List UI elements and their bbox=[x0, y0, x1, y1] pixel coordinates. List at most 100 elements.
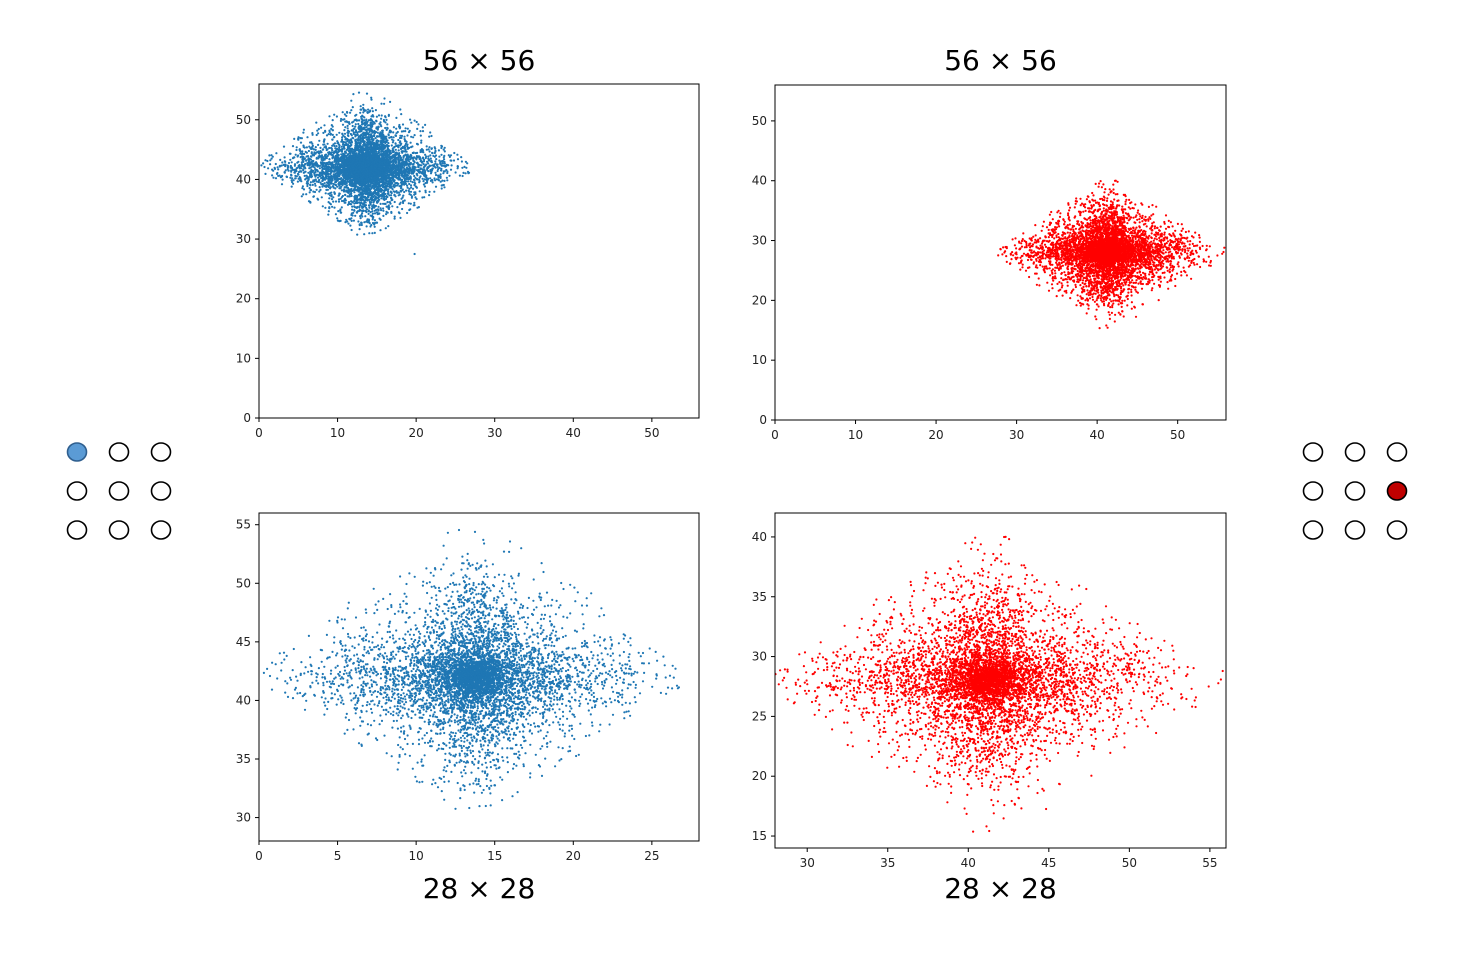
scatter-point bbox=[296, 180, 299, 183]
scatter-point bbox=[330, 164, 333, 167]
scatter-point bbox=[359, 217, 362, 220]
scatter-point bbox=[373, 142, 376, 145]
scatter-point bbox=[434, 171, 437, 174]
scatter-point bbox=[302, 145, 305, 149]
scatter-point bbox=[449, 168, 453, 171]
scatter-point bbox=[352, 127, 355, 130]
scatter-point bbox=[390, 144, 393, 147]
scatter-point bbox=[287, 165, 290, 168]
scatter-point bbox=[408, 187, 411, 190]
scatter-point bbox=[388, 129, 392, 132]
scatter-point bbox=[327, 133, 330, 136]
scatter-point bbox=[448, 155, 451, 158]
scatter-point bbox=[415, 197, 418, 201]
scatter-point bbox=[314, 146, 317, 149]
scatter-point bbox=[386, 127, 389, 130]
scatter-point bbox=[394, 148, 397, 151]
scatter-point bbox=[350, 219, 353, 222]
scatter-point bbox=[353, 209, 356, 212]
scatter-point bbox=[294, 168, 297, 171]
scatter-point bbox=[407, 202, 410, 205]
scatter-point bbox=[417, 164, 420, 167]
scatter-point bbox=[310, 151, 313, 154]
scatter-point bbox=[449, 154, 453, 157]
scatter-point bbox=[395, 127, 398, 130]
scatter-point bbox=[269, 163, 272, 166]
scatter-point bbox=[371, 123, 374, 126]
scatter-point bbox=[409, 118, 412, 121]
scatter-point bbox=[344, 199, 347, 202]
scatter-point bbox=[318, 171, 321, 174]
scatter-point bbox=[260, 164, 263, 167]
scatter-point bbox=[427, 162, 430, 165]
scatter-point bbox=[333, 176, 336, 179]
scatter-point bbox=[379, 194, 382, 197]
scatter-point bbox=[331, 119, 334, 122]
scatter-point bbox=[318, 167, 321, 170]
scatter-point bbox=[356, 233, 359, 236]
scatter-point bbox=[359, 111, 362, 114]
scatter-point bbox=[384, 227, 387, 230]
scatter-point bbox=[309, 184, 312, 187]
scatter-point bbox=[387, 113, 390, 116]
scatter-point bbox=[408, 129, 411, 132]
scatter-point bbox=[348, 152, 352, 155]
scatter-point bbox=[429, 154, 432, 157]
scatter-point bbox=[406, 184, 409, 187]
scatter-point bbox=[376, 128, 379, 131]
scatter-point bbox=[271, 155, 274, 158]
scatter-point bbox=[415, 142, 419, 145]
scatter-point bbox=[324, 206, 327, 209]
scatter-point bbox=[427, 148, 430, 151]
scatter-point bbox=[348, 130, 351, 133]
scatter-point bbox=[403, 146, 406, 149]
scatter-point bbox=[386, 171, 390, 174]
scatter-point bbox=[356, 134, 359, 137]
scatter-point bbox=[354, 214, 357, 217]
scatter-point bbox=[371, 210, 374, 213]
scatter-point bbox=[364, 128, 367, 131]
scatter-point bbox=[397, 194, 400, 197]
scatter-point bbox=[440, 144, 443, 147]
scatter-point bbox=[397, 146, 400, 149]
scatter-point bbox=[328, 115, 331, 118]
scatter-point bbox=[406, 211, 409, 215]
scatter-point bbox=[390, 152, 393, 155]
scatter-point bbox=[381, 129, 384, 132]
scatter-point bbox=[413, 161, 416, 164]
scatter-point bbox=[368, 206, 371, 209]
scatter-point bbox=[276, 166, 279, 169]
scatter-point bbox=[438, 155, 441, 158]
scatter-point bbox=[340, 196, 343, 199]
scatter-point bbox=[398, 141, 401, 144]
scatter-point bbox=[461, 166, 464, 169]
scatter-point bbox=[273, 166, 276, 169]
scatter-point bbox=[331, 185, 335, 188]
scatter-point bbox=[318, 152, 321, 155]
scatter-point bbox=[408, 160, 411, 163]
scatter-point bbox=[417, 170, 420, 173]
scatter-point bbox=[328, 184, 331, 187]
scatter-point bbox=[422, 183, 425, 186]
scatter-point bbox=[311, 162, 314, 165]
scatter-point bbox=[441, 179, 444, 182]
scatter-point bbox=[398, 123, 401, 127]
scatter-point bbox=[360, 153, 363, 156]
scatter-point bbox=[313, 190, 317, 194]
scatter-point bbox=[311, 160, 314, 163]
scatter-point bbox=[356, 210, 359, 213]
scatter-point bbox=[407, 180, 410, 183]
scatter-point bbox=[357, 122, 360, 126]
scatter-point bbox=[339, 197, 342, 200]
scatter-point bbox=[421, 130, 425, 133]
scatter-point bbox=[422, 166, 425, 169]
scatter-point bbox=[333, 192, 336, 195]
scatter-point bbox=[325, 181, 328, 184]
scatter-point bbox=[428, 135, 431, 138]
scatter-point bbox=[380, 114, 383, 117]
scatter-point bbox=[391, 168, 394, 171]
scatter-point bbox=[392, 161, 395, 164]
scatter-point bbox=[289, 164, 292, 168]
scatter-point bbox=[340, 145, 343, 148]
